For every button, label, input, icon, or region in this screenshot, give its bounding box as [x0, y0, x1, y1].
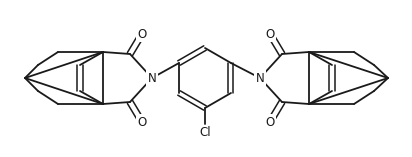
Text: Cl: Cl [199, 127, 211, 140]
Text: O: O [137, 27, 147, 41]
Text: O: O [265, 27, 275, 41]
Text: O: O [265, 116, 275, 128]
Text: O: O [137, 116, 147, 128]
Text: N: N [147, 71, 157, 84]
Text: N: N [255, 71, 265, 84]
